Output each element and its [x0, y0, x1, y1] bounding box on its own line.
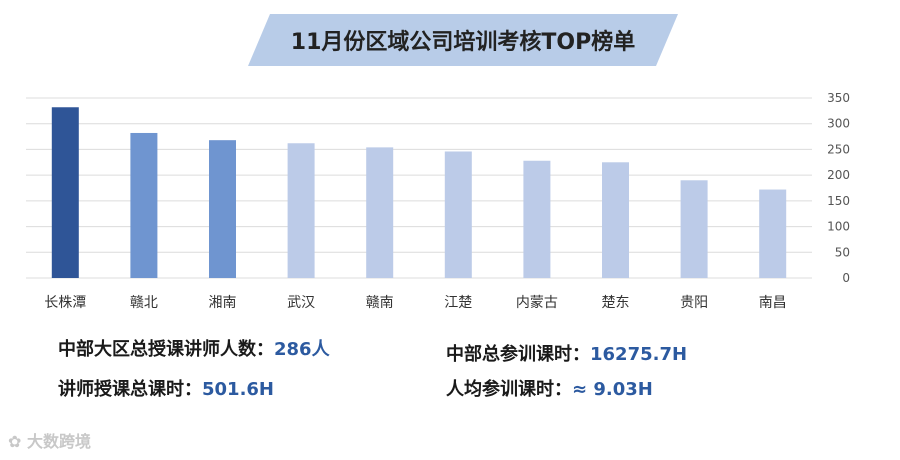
stat-avg-hours: 人均参训课时：≈ 9.03H [446, 375, 653, 401]
y-tick-label: 250 [827, 142, 850, 156]
x-tick-label: 长株潭 [44, 294, 86, 311]
bar [209, 140, 236, 278]
y-tick-label: 350 [827, 91, 850, 105]
y-tick-label: 150 [827, 194, 850, 208]
y-tick-label: 50 [835, 245, 850, 259]
y-tick-label: 0 [842, 271, 850, 285]
watermark-text: 大数跨境 [26, 432, 91, 451]
stat-training-hours-label: 中部总参训课时： [446, 344, 590, 365]
stat-avg-hours-value: ≈ 9.03H [572, 379, 653, 400]
watermark-logo-icon: ✿ [8, 432, 27, 451]
y-tick-label: 300 [827, 117, 850, 131]
bar [287, 143, 315, 278]
y-tick-label: 100 [827, 220, 850, 234]
x-tick-label: 赣北 [130, 295, 158, 311]
x-tick-label: 内蒙古 [516, 295, 558, 311]
x-tick-label: 湘南 [209, 295, 237, 311]
title-banner-shape [248, 14, 678, 66]
x-tick-label: 贵阳 [680, 295, 708, 311]
bar-chart: 0 50 100 150 200 250 300 350 长株潭 赣北 湘南 武汉 赣南 江楚 内蒙古 楚东 贵… [26, 91, 850, 311]
bar [130, 132, 158, 278]
x-tick-label: 武汉 [287, 295, 315, 311]
stat-lecturers-value: 286人 [274, 339, 330, 360]
stat-lecture-hours-value: 501.6H [202, 379, 274, 400]
title-banner: 11月份区域公司培训考核TOP榜单 [248, 14, 678, 66]
stat-training-hours: 中部总参训课时：16275.7H [446, 340, 687, 366]
stat-training-hours-value: 16275.7H [590, 344, 688, 365]
bar [680, 180, 708, 278]
stat-lecturers: 中部大区总授课讲师人数：286人 [58, 335, 330, 361]
x-tick-label: 赣南 [366, 295, 394, 311]
stat-lecture-hours-label: 讲师授课总课时： [58, 379, 202, 400]
bar [444, 151, 472, 278]
x-tick-label: 江楚 [444, 295, 472, 311]
stat-lecturers-label: 中部大区总授课讲师人数： [58, 339, 274, 360]
bar [602, 162, 629, 278]
stat-lecture-hours: 讲师授课总课时：501.6H [58, 375, 274, 401]
y-tick-label: 200 [827, 168, 850, 182]
x-tick-label: 楚东 [602, 295, 630, 311]
bar [759, 189, 787, 278]
x-tick-label: 南昌 [759, 295, 787, 311]
bar [523, 160, 551, 278]
chart-title: 11月份区域公司培训考核TOP榜单 [290, 30, 636, 55]
watermark: ✿ 大数跨境 [8, 428, 91, 452]
bar [366, 147, 394, 278]
bar [51, 107, 79, 278]
stat-avg-hours-label: 人均参训课时： [446, 379, 572, 400]
